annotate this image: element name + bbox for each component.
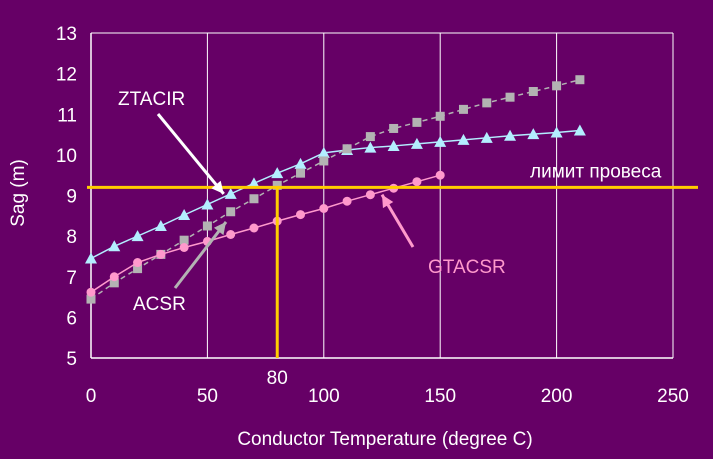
ztacir-point [108,240,121,252]
gtacsr-point [342,196,352,206]
ztacir-point [178,209,191,220]
y-tick-label: 9 [66,187,77,208]
y-axis-title: Sag (m) [8,159,29,227]
ztacir-point [457,133,470,145]
y-tick-label: 6 [66,308,77,329]
tick-labels: 5 6 7 8 9 10 11 12 13 0 50 100 150 200 250 [56,24,689,407]
sag-limit-label: лимит провеса [530,161,662,182]
gtacsr-point [133,258,143,268]
x-tick-label: 100 [308,386,340,407]
acsr-label: ACSR [133,294,186,315]
y-tick-label: 10 [56,146,77,167]
ztacir-series-line [90,129,580,260]
acsr-point [109,278,119,288]
ztacir-point [317,146,330,158]
ztacir-arrow-line [156,113,225,195]
gtacsr-point [109,272,119,282]
axes [90,33,673,359]
acsr-point [249,194,259,204]
gtacsr-point [435,170,445,180]
acsr-point [482,98,492,108]
gtacsr-point [319,204,329,213]
acsr-point [133,264,143,274]
acsr-point [202,221,212,231]
y-tick-label: 12 [56,65,77,86]
acsr-point [528,87,538,96]
ztacir-point [387,139,400,151]
acsr-point [365,132,375,142]
y-tick-label: 11 [57,105,77,126]
x-tick-label: 150 [424,386,456,407]
acsr-point [226,207,236,217]
gtacsr-point [226,230,236,239]
x-axis-title: Conductor Temperature (degree C) [237,429,532,450]
gtacsr-point [296,210,306,220]
gtacsr-point [249,223,259,233]
acsr-point [296,168,306,178]
gtacsr-point [412,177,422,187]
acsr-point [575,75,585,85]
ztacir-point [271,167,284,179]
acsr-point [319,156,329,166]
ztacir-point [131,230,144,242]
gtacsr-label: GTACSR [428,257,506,278]
ztacir-point [154,219,167,231]
y-tick-label: 5 [66,349,77,370]
ztacir-arrow-head [211,180,224,194]
temp-marker-label: 80 [267,368,288,389]
ztacir-point [247,177,260,189]
acsr-point [435,111,445,121]
gtacsr-arrow-head [382,194,394,209]
ztacir-point [434,135,447,147]
y-tick-label: 8 [66,227,77,248]
x-tick-label: 250 [657,386,689,407]
acsr-point [505,92,515,102]
gtacsr-series-line [90,174,441,293]
ztacir-point [550,126,563,138]
gtacsr-point [86,287,96,297]
ztacir-point [294,157,307,169]
y-tick-label: 13 [56,24,77,45]
ztacir-point [85,252,97,264]
gtacsr-point [365,190,375,200]
ztacir-label: ZTACIR [118,89,185,110]
acsr-point [86,294,96,304]
acsr-point [458,104,468,114]
ztacir-point [364,141,377,153]
x-tick-label: 50 [197,386,218,407]
gtacsr-point [156,249,166,259]
x-tick-label: 0 [86,386,97,407]
gtacsr-point [179,243,189,252]
ztacir-point [410,137,423,149]
data-series [85,75,586,304]
acsr-point [552,81,562,91]
ztacir-point [480,131,493,143]
ztacir-point [201,198,214,210]
acsr-point [179,235,189,245]
x-tick-label: 200 [541,386,573,407]
ztacir-point [573,124,586,136]
acsr-arrow-head [213,221,227,236]
reference-lines: лимит провеса 80 [87,161,698,389]
annotations: ZTACIR ACSR GTACSR [118,89,506,315]
ztacir-point [504,129,517,141]
acsr-point [272,180,282,190]
ztacir-point [527,128,540,140]
acsr-point [389,123,399,133]
y-tick-label: 7 [66,268,77,289]
acsr-point [412,117,422,127]
acsr-arrow-line [173,220,228,289]
ztacir-point [224,187,237,199]
acsr-point [342,144,352,154]
